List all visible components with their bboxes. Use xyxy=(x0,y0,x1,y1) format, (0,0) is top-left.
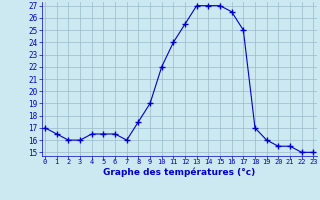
X-axis label: Graphe des températures (°c): Graphe des températures (°c) xyxy=(103,168,255,177)
